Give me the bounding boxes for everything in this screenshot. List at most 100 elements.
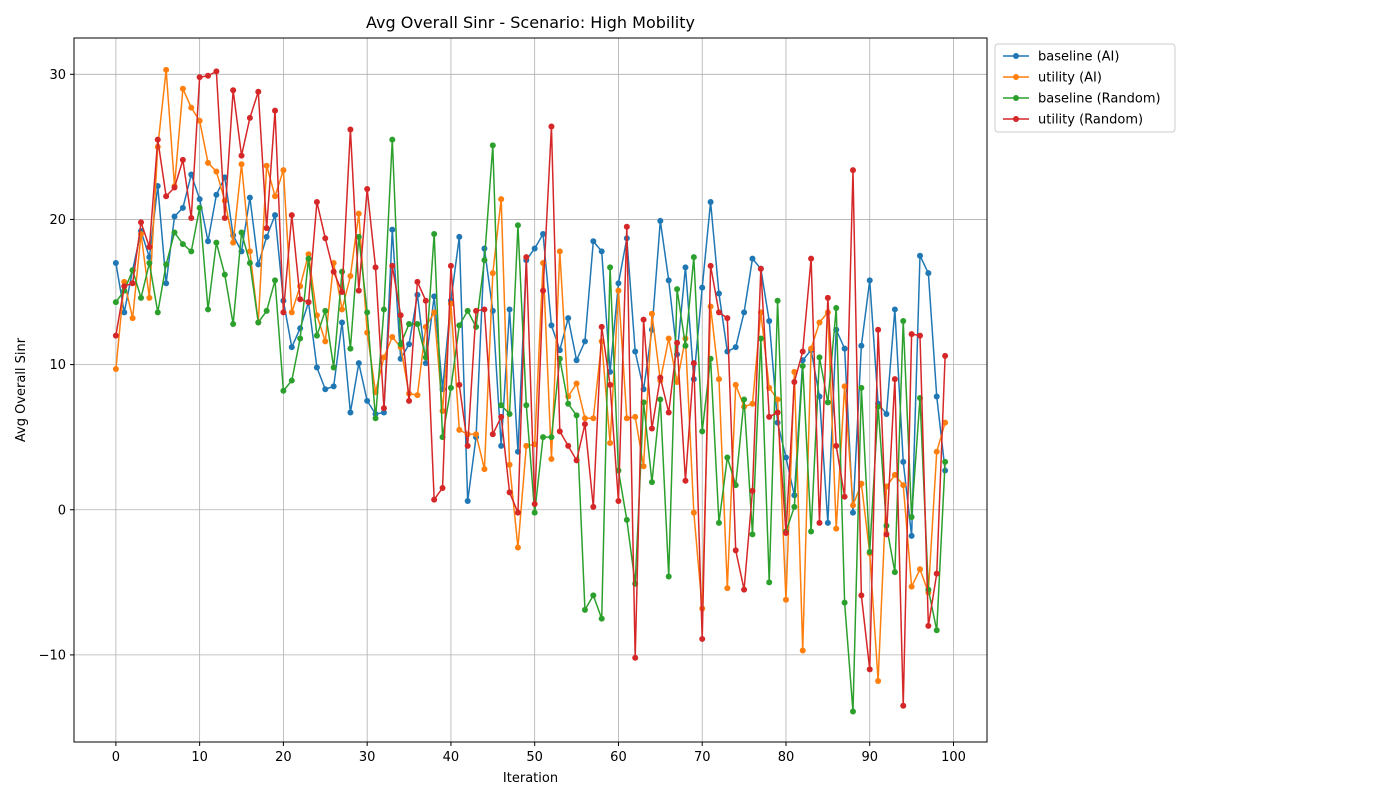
data-point	[246, 114, 253, 121]
data-point	[288, 377, 295, 384]
data-point	[179, 241, 186, 248]
data-point	[715, 376, 722, 383]
data-point	[858, 342, 865, 349]
data-point	[799, 348, 806, 355]
data-point	[816, 519, 823, 526]
legend-label: baseline (Random)	[1038, 92, 1161, 107]
data-point	[297, 325, 304, 332]
data-point	[891, 569, 898, 576]
data-point	[380, 354, 387, 361]
data-point	[263, 233, 270, 240]
data-point	[757, 265, 764, 272]
series-group	[112, 66, 949, 715]
data-point	[749, 531, 756, 538]
data-point	[548, 123, 555, 130]
data-point	[163, 261, 170, 268]
data-point	[724, 454, 731, 461]
data-point	[263, 307, 270, 314]
data-point	[263, 225, 270, 232]
data-point	[640, 463, 647, 470]
data-point	[632, 348, 639, 355]
data-point	[732, 547, 739, 554]
data-point	[171, 229, 178, 236]
data-point	[540, 230, 547, 237]
data-point	[942, 458, 949, 465]
data-point	[121, 309, 128, 316]
data-point	[782, 596, 789, 603]
data-point	[632, 413, 639, 420]
x-tick-label: 0	[112, 750, 120, 765]
data-point	[322, 307, 329, 314]
data-point	[858, 592, 865, 599]
data-point	[364, 397, 371, 404]
data-point	[590, 238, 597, 245]
y-tick-label: 0	[58, 503, 66, 518]
data-point	[330, 383, 337, 390]
data-point	[866, 277, 873, 284]
data-point	[908, 583, 915, 590]
data-point	[246, 259, 253, 266]
data-point	[741, 309, 748, 316]
data-point	[900, 458, 907, 465]
data-point	[916, 566, 923, 573]
data-point	[364, 309, 371, 316]
data-point	[791, 503, 798, 510]
data-point	[305, 299, 312, 306]
data-point	[808, 255, 815, 262]
data-point	[674, 286, 681, 293]
data-point	[908, 532, 915, 539]
data-point	[891, 376, 898, 383]
x-tick-label: 90	[861, 750, 878, 765]
data-point	[238, 229, 245, 236]
data-point	[397, 341, 404, 348]
data-point	[179, 85, 186, 92]
data-point	[531, 509, 538, 516]
data-point	[288, 212, 295, 219]
x-tick-label: 10	[191, 750, 208, 765]
data-point	[489, 431, 496, 438]
data-point	[330, 268, 337, 275]
data-point	[581, 415, 588, 422]
data-point	[891, 306, 898, 313]
data-point	[280, 167, 287, 174]
data-point	[246, 194, 253, 201]
data-point	[355, 287, 362, 294]
data-point	[380, 306, 387, 313]
data-point	[808, 345, 815, 352]
data-point	[523, 442, 530, 449]
data-point	[406, 397, 413, 404]
data-point	[339, 268, 346, 275]
x-tick-label: 20	[275, 750, 292, 765]
data-point	[925, 586, 932, 593]
data-point	[648, 310, 655, 317]
data-point	[841, 599, 848, 606]
data-point	[238, 161, 245, 168]
data-point	[355, 210, 362, 217]
data-point	[556, 248, 563, 255]
data-point	[690, 254, 697, 261]
data-point	[506, 489, 513, 496]
data-point	[900, 318, 907, 325]
data-point	[146, 244, 153, 251]
data-point	[866, 666, 873, 673]
data-point	[925, 622, 932, 629]
plot-area	[73, 37, 988, 743]
legend-label: utility (Random)	[1038, 113, 1143, 128]
data-point	[682, 342, 689, 349]
data-point	[833, 525, 840, 532]
data-point	[925, 270, 932, 277]
data-point	[489, 270, 496, 277]
data-point	[640, 316, 647, 323]
data-point	[339, 306, 346, 313]
data-point	[456, 322, 463, 329]
data-point	[607, 439, 614, 446]
data-point	[548, 434, 555, 441]
data-point	[473, 323, 480, 330]
data-point	[682, 477, 689, 484]
data-point	[489, 142, 496, 149]
data-point	[523, 254, 530, 261]
data-point	[372, 264, 379, 271]
data-point	[439, 484, 446, 491]
data-point	[154, 136, 161, 143]
data-point	[431, 293, 438, 300]
